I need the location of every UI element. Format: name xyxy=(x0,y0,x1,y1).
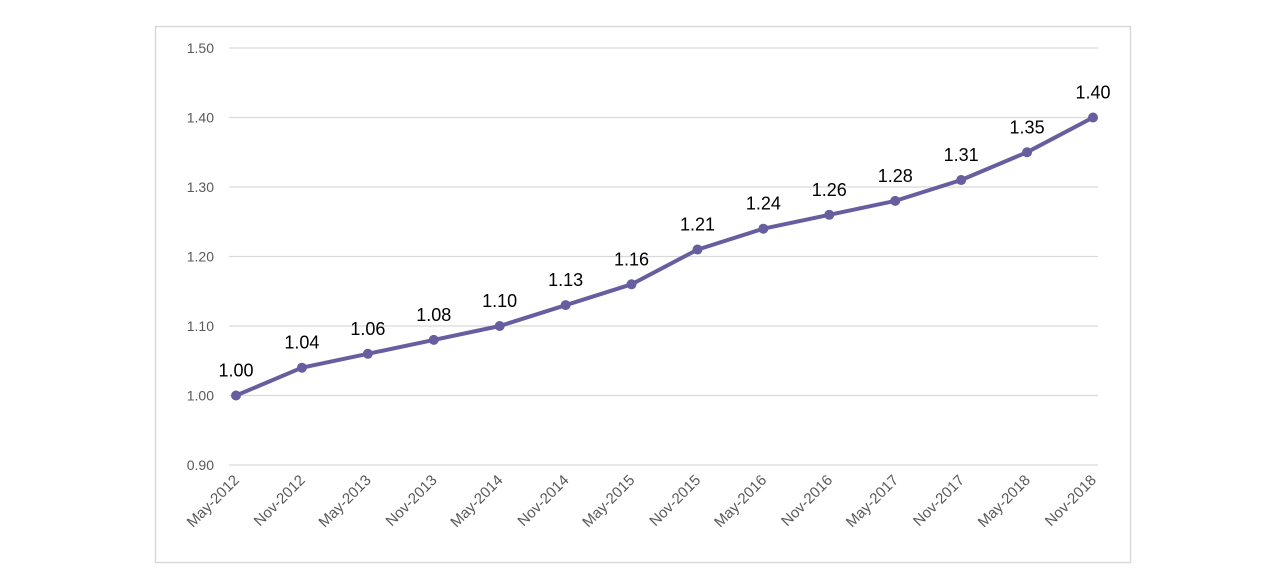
data-point xyxy=(494,321,505,331)
data-label: 1.04 xyxy=(284,333,319,353)
data-point xyxy=(296,362,307,373)
series-group xyxy=(231,112,1098,401)
data-point xyxy=(428,334,439,345)
data-label: 1.40 xyxy=(1075,83,1110,103)
chart-border xyxy=(154,25,1132,564)
gridlines xyxy=(229,47,1098,466)
data-label: 1.16 xyxy=(614,249,649,269)
y-tick-label: 1.40 xyxy=(187,110,214,126)
y-axis-ticks: 0.90 1.00 1.10 1.20 1.30 1.40 1.50 xyxy=(187,40,214,473)
y-tick-label: 1.00 xyxy=(187,388,214,404)
data-label: 1.24 xyxy=(746,194,781,214)
data-point xyxy=(758,223,769,234)
data-label: 1.21 xyxy=(680,215,715,235)
data-label: 1.26 xyxy=(812,180,847,200)
data-label: 1.00 xyxy=(218,361,253,381)
data-point xyxy=(824,209,835,220)
data-label: 1.35 xyxy=(1010,117,1045,137)
y-tick-label: 0.90 xyxy=(187,457,214,473)
y-tick-label: 1.30 xyxy=(187,179,214,195)
y-tick-label: 1.20 xyxy=(187,249,214,265)
data-point xyxy=(362,348,373,359)
data-point xyxy=(692,244,703,255)
data-point xyxy=(231,390,241,401)
data-point xyxy=(956,175,967,186)
data-point xyxy=(560,300,571,311)
series-line xyxy=(234,115,1095,398)
data-label: 1.13 xyxy=(548,270,583,290)
data-point xyxy=(1022,147,1033,158)
data-point xyxy=(1088,112,1098,123)
data-label: 1.06 xyxy=(350,319,385,339)
data-labels: 1.00 1.04 1.06 1.08 1.10 1.13 1.16 1.21 1.24 1.26… xyxy=(218,83,1110,381)
data-label: 1.10 xyxy=(482,291,517,311)
data-label: 1.31 xyxy=(944,145,979,165)
y-tick-label: 1.50 xyxy=(187,40,214,56)
data-label: 1.28 xyxy=(878,166,913,186)
data-point xyxy=(890,195,901,206)
y-tick-label: 1.10 xyxy=(187,318,214,334)
data-label: 1.08 xyxy=(416,305,451,325)
data-point xyxy=(626,279,637,290)
